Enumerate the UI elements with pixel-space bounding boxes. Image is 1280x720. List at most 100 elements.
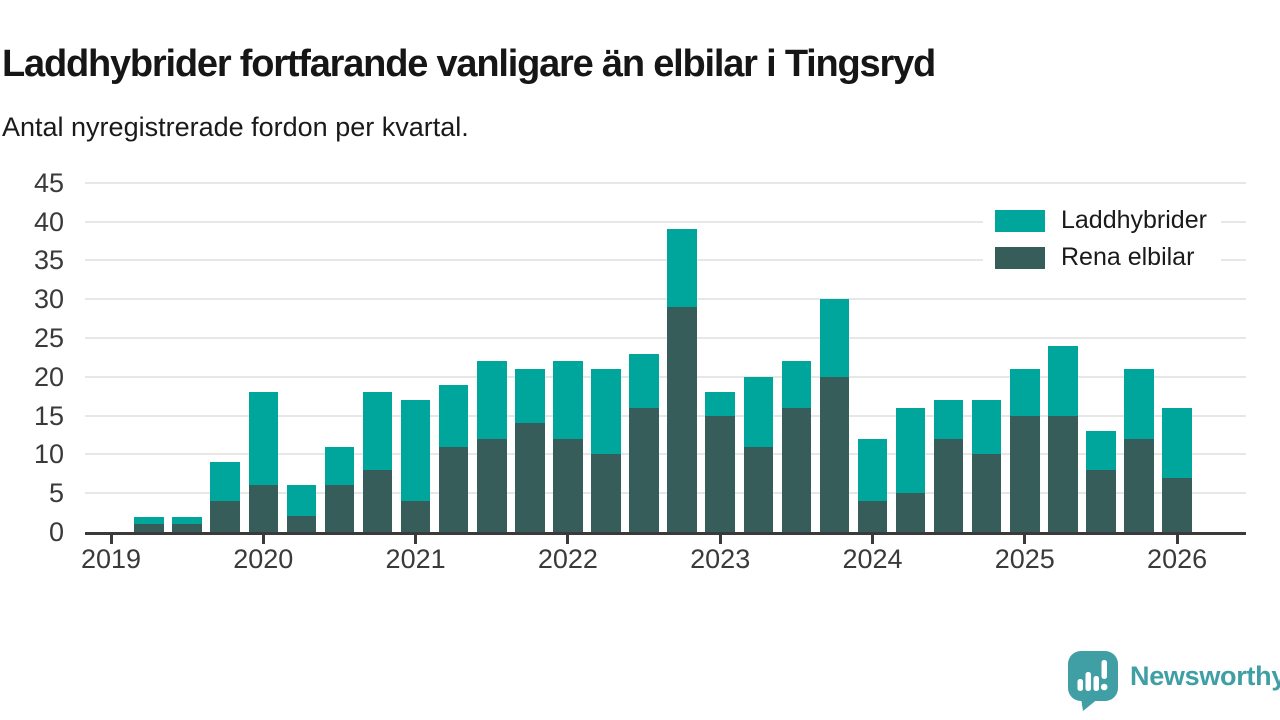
brand-footer: Newsworthy (1068, 651, 1280, 712)
bar-segment-laddhybrider-2023-q4 (819, 299, 850, 377)
newsworthy-logo-icon (1068, 651, 1118, 711)
bar-segment-laddhybrider-2021-q1 (400, 400, 431, 501)
gridline-y-15 (85, 414, 1246, 417)
y-tick-label-15: 15 (33, 400, 64, 431)
legend-label: Rena elbilar (1061, 243, 1195, 271)
x-tick-2021 (414, 535, 418, 544)
y-tick-label-10: 10 (33, 439, 64, 470)
bar-segment-laddhybrider-2023-q1 (705, 392, 735, 416)
bar-segment-laddhybrider-2020-q1 (248, 392, 279, 486)
bar-segment-laddhybrider-2022-q3 (629, 353, 659, 408)
bar-segment-rena-elbilar-2021-q2 (438, 446, 469, 532)
x-tick-label-2021: 2021 (385, 544, 446, 574)
x-tick-2020 (261, 535, 265, 544)
bar-segment-laddhybrider-2022-q2 (591, 369, 621, 455)
x-tick-label-2023: 2023 (690, 544, 751, 574)
bar-segment-laddhybrider-2021-q4 (515, 369, 545, 424)
bar-segment-rena-elbilar-2025-q3 (1086, 469, 1116, 532)
bar-segment-laddhybrider-2019-q3 (172, 516, 202, 525)
x-tick-label-2019: 2019 (80, 544, 142, 574)
x-axis-line (85, 532, 1246, 535)
y-tick-label-35: 35 (33, 245, 64, 276)
x-tick-2023 (718, 535, 722, 544)
x-tick-2024 (871, 535, 874, 544)
y-tick-label-20: 20 (33, 361, 64, 392)
chart-subtitle: Antal nyregistrerade fordon per kvartal. (2, 112, 469, 142)
bar-segment-rena-elbilar-2023-q2 (743, 446, 774, 532)
bar-segment-rena-elbilar-2023-q4 (819, 376, 850, 532)
bar-segment-laddhybrider-2020-q4 (362, 392, 393, 470)
legend-item-rena-elbilar: Rena elbilar (983, 239, 1221, 276)
y-tick-label-40: 40 (33, 206, 64, 237)
legend-swatch-laddhybrider (995, 209, 1045, 232)
plot-area: Laddhybrider Rena elbilar 2019 2020 2021 202… (81, 178, 1246, 574)
gridline-y-40 (85, 220, 1246, 223)
bar-segment-laddhybrider-2020-q3 (324, 446, 355, 486)
bar-segment-rena-elbilar-2024-q1 (857, 500, 888, 532)
bar-segment-rena-elbilar-2022-q4 (667, 306, 697, 532)
x-tick-2025 (1023, 535, 1027, 544)
bar-segment-rena-elbilar-2024-q4 (971, 454, 1002, 532)
y-tick-label-0: 0 (48, 517, 64, 547)
bar-segment-rena-elbilar-2026-q1 (1162, 477, 1192, 532)
bar-segment-laddhybrider-2022-q4 (667, 229, 697, 307)
bar-segment-laddhybrider-2020-q2 (286, 485, 317, 517)
legend-label: Laddhybrider (1061, 206, 1207, 234)
chart-legend: Laddhybrider Rena elbilar (983, 202, 1221, 276)
bar-segment-laddhybrider-2023-q2 (743, 376, 774, 447)
gridline-y-5 (85, 492, 1246, 495)
bar-segment-rena-elbilar-2022-q3 (629, 407, 659, 532)
bar-segment-laddhybrider-2023-q3 (781, 361, 812, 408)
bar-segment-rena-elbilar-2022-q1 (553, 438, 583, 532)
bar-segment-rena-elbilar-2024-q2 (895, 493, 926, 532)
bar-segment-rena-elbilar-2020-q4 (362, 469, 393, 532)
gridline-y-20 (85, 375, 1246, 378)
bar-segment-rena-elbilar-2021-q3 (477, 438, 507, 532)
x-tick-label-2025: 2025 (994, 544, 1055, 574)
bar-segment-rena-elbilar-2019-q3 (172, 524, 202, 532)
bar-segment-laddhybrider-2024-q1 (857, 438, 888, 501)
bar-segment-laddhybrider-2025-q1 (1010, 369, 1040, 416)
bar-segment-laddhybrider-2026-q1 (1162, 407, 1192, 478)
x-tick-label-2020: 2020 (233, 544, 294, 574)
x-tick-label-2024: 2024 (842, 544, 903, 574)
gridline-y-45 (85, 181, 1246, 184)
bar-segment-rena-elbilar-2025-q1 (1010, 415, 1040, 532)
bar-segment-laddhybrider-2021-q3 (477, 361, 507, 439)
bar-segment-rena-elbilar-2020-q2 (286, 516, 317, 532)
y-tick-label-5: 5 (48, 478, 64, 509)
bar-segment-rena-elbilar-2019-q2 (134, 524, 164, 532)
bar-segment-rena-elbilar-2022-q2 (591, 454, 621, 532)
bar-segment-laddhybrider-2024-q2 (895, 407, 926, 494)
bar-segment-rena-elbilar-2019-q4 (210, 500, 240, 532)
legend-item-laddhybrider: Laddhybrider (983, 202, 1221, 239)
bar-segment-laddhybrider-2019-q4 (210, 462, 240, 501)
bar-segment-laddhybrider-2024-q3 (933, 400, 964, 439)
bar-segment-laddhybrider-2025-q2 (1048, 345, 1078, 416)
bar-segment-laddhybrider-2021-q2 (438, 384, 469, 447)
x-tick-2026 (1175, 535, 1179, 544)
y-tick-label-30: 30 (33, 284, 64, 315)
x-tick-label-2022: 2022 (537, 544, 598, 574)
y-tick-label-45: 45 (33, 167, 64, 198)
bar-segment-rena-elbilar-2024-q3 (933, 438, 964, 532)
bar-segment-laddhybrider-2022-q1 (553, 361, 583, 439)
bar-segment-rena-elbilar-2020-q3 (324, 485, 355, 532)
y-tick-label-25: 25 (33, 322, 64, 353)
bar-segment-rena-elbilar-2021-q1 (400, 500, 431, 532)
bar-segment-rena-elbilar-2025-q4 (1124, 438, 1154, 532)
brand-name: Newsworthy (1130, 661, 1280, 691)
bar-segment-laddhybrider-2025-q4 (1124, 369, 1154, 439)
bar-segment-rena-elbilar-2020-q1 (248, 485, 279, 532)
bar-segment-laddhybrider-2019-q2 (134, 516, 164, 525)
bar-segment-rena-elbilar-2023-q3 (781, 407, 812, 532)
chart-title: Laddhybrider fortfarande vanligare än el… (2, 43, 936, 86)
gridline-y-25 (85, 336, 1246, 339)
bar-segment-rena-elbilar-2023-q1 (705, 415, 735, 532)
x-tick-2019 (109, 535, 113, 544)
bar-segment-rena-elbilar-2025-q2 (1048, 415, 1078, 532)
bar-segment-laddhybrider-2024-q4 (971, 400, 1002, 455)
gridline-y-10 (85, 453, 1246, 456)
gridline-y-35 (85, 259, 1246, 262)
